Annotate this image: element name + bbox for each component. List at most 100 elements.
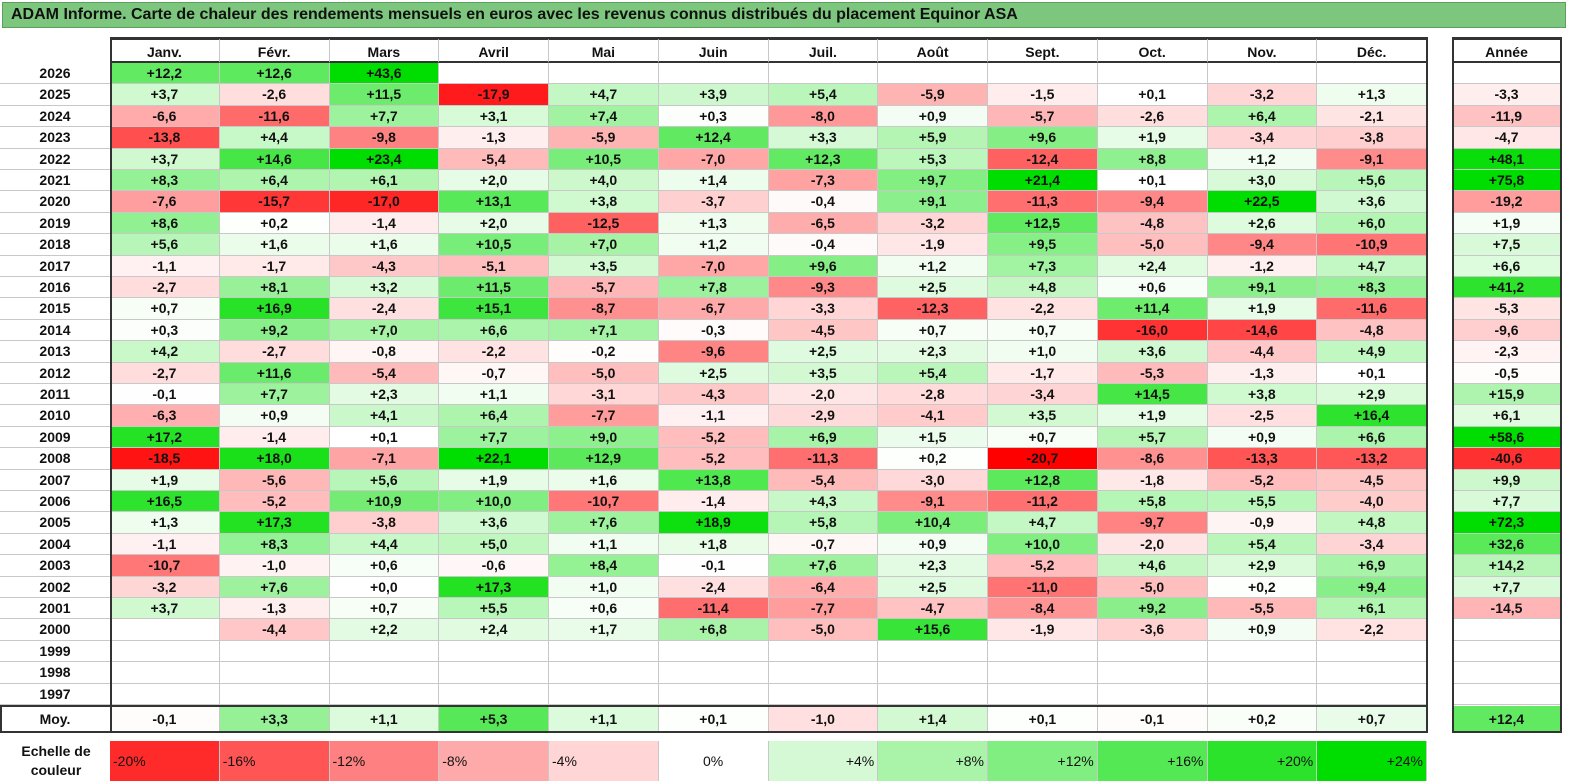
heatmap-cell bbox=[1317, 63, 1427, 85]
heatmap-cell: +10,4 bbox=[878, 512, 988, 534]
annual-cell: -4,7 bbox=[1452, 127, 1562, 149]
heatmap-cell: +0,9 bbox=[1207, 426, 1318, 449]
heatmap-cell: +5,6 bbox=[329, 469, 440, 491]
heatmap-cell bbox=[439, 63, 549, 85]
heatmap-cell: +2,3 bbox=[878, 555, 988, 577]
heatmap-cell: -3,2 bbox=[110, 576, 220, 598]
heatmap-cell: +5,3 bbox=[878, 148, 988, 170]
heatmap-cell: +5,4 bbox=[1207, 533, 1318, 556]
annual-cell: -5,3 bbox=[1452, 298, 1562, 320]
year-label: 2008 bbox=[0, 448, 110, 470]
heatmap-cell: +9,7 bbox=[878, 170, 988, 192]
heatmap-cell: +0,6 bbox=[1097, 277, 1208, 299]
heatmap-cell: +6,4 bbox=[1207, 105, 1318, 128]
heatmap-cell: +12,6 bbox=[219, 63, 330, 85]
annual-cell bbox=[1452, 662, 1562, 684]
heatmap-cell bbox=[1317, 683, 1427, 705]
heatmap-cell: -1,4 bbox=[329, 212, 440, 235]
year-label: 2018 bbox=[0, 234, 110, 256]
heatmap-cell: +8,3 bbox=[1317, 277, 1427, 299]
heatmap-cell: -10,7 bbox=[110, 555, 220, 577]
heatmap-cell: -10,7 bbox=[549, 491, 659, 513]
heatmap-cell: +0,9 bbox=[219, 405, 330, 427]
heatmap-cell: +0,7 bbox=[110, 298, 220, 320]
heatmap-cell: -13,3 bbox=[1207, 448, 1318, 470]
heatmap-cell: +0,7 bbox=[878, 319, 988, 342]
heatmap-cell: +4,9 bbox=[1317, 341, 1427, 363]
heatmap-cell: +9,6 bbox=[768, 255, 879, 277]
heatmap-cell: +5,0 bbox=[439, 533, 549, 556]
heatmap-cell: +6,4 bbox=[219, 170, 330, 192]
heatmap-cell: +6,8 bbox=[658, 619, 769, 641]
heatmap-cell: -0,7 bbox=[439, 362, 549, 384]
heatmap-cell: -0,3 bbox=[658, 319, 769, 342]
annual-cell: -40,6 bbox=[1452, 448, 1562, 470]
heatmap-cell: +2,5 bbox=[768, 341, 879, 363]
heatmap-cell: -9,8 bbox=[329, 127, 440, 149]
heatmap-cell: -11,3 bbox=[768, 448, 879, 470]
heatmap-cell: +0,1 bbox=[1097, 84, 1208, 106]
heatmap-cell bbox=[988, 683, 1098, 705]
heatmap-cell: +8,3 bbox=[219, 533, 330, 556]
heatmap-cell: +10,9 bbox=[329, 491, 440, 513]
heatmap-cell: +4,3 bbox=[768, 491, 879, 513]
heatmap-cell: +13,8 bbox=[658, 469, 769, 491]
heatmap-cell: +1,5 bbox=[878, 426, 988, 449]
heatmap-cell: -0,1 bbox=[658, 555, 769, 577]
heatmap-cell: -15,7 bbox=[219, 191, 330, 213]
annual-cell: +6,6 bbox=[1452, 255, 1562, 277]
heatmap-cell: -13,8 bbox=[110, 127, 220, 149]
heatmap-cell: +18,0 bbox=[219, 448, 330, 470]
heatmap-cell: -17,9 bbox=[439, 84, 549, 106]
heatmap-cell: -5,2 bbox=[988, 555, 1098, 577]
average-cell: -0,1 bbox=[1097, 706, 1208, 732]
heatmap-cell: +3,9 bbox=[658, 84, 769, 106]
heatmap-cell bbox=[658, 662, 769, 684]
year-label: 1999 bbox=[0, 640, 110, 663]
heatmap-cell: -3,6 bbox=[1097, 619, 1208, 641]
heatmap-cell: -7,7 bbox=[768, 598, 879, 620]
heatmap-cell: -8,6 bbox=[1097, 448, 1208, 470]
heatmap-cell: +3,7 bbox=[110, 148, 220, 170]
heatmap-cell: +0,7 bbox=[329, 598, 440, 620]
heatmap-cell: +8,3 bbox=[110, 170, 220, 192]
year-label: 2019 bbox=[0, 212, 110, 235]
heatmap-cell: +6,9 bbox=[1317, 555, 1427, 577]
heatmap-cell: -2,6 bbox=[219, 84, 330, 106]
heatmap-cell: +7,4 bbox=[549, 105, 659, 128]
heatmap-cell: +1,2 bbox=[658, 234, 769, 256]
heatmap-cell: +2,0 bbox=[439, 212, 549, 235]
heatmap-cell: +5,6 bbox=[1317, 170, 1427, 192]
heatmap-cell: -7,7 bbox=[549, 405, 659, 427]
average-cell: -1,0 bbox=[768, 706, 879, 732]
heatmap-cell: +0,1 bbox=[329, 426, 440, 449]
heatmap-cell: +3,8 bbox=[549, 191, 659, 213]
heatmap-cell bbox=[439, 683, 549, 705]
heatmap-cell: +3,0 bbox=[1207, 170, 1318, 192]
heatmap-cell: +5,9 bbox=[878, 127, 988, 149]
heatmap-cell bbox=[768, 640, 879, 663]
heatmap-cell: -7,0 bbox=[658, 148, 769, 170]
heatmap-cell bbox=[878, 683, 988, 705]
month-header: Juin bbox=[658, 38, 769, 63]
heatmap-cell bbox=[219, 683, 330, 705]
heatmap-cell: -8,7 bbox=[549, 298, 659, 320]
annual-cell: -14,5 bbox=[1452, 598, 1562, 620]
heatmap-cell bbox=[329, 640, 440, 663]
year-label: 2011 bbox=[0, 384, 110, 406]
heatmap-cell: -3,4 bbox=[1317, 533, 1427, 556]
heatmap-cell: +1,7 bbox=[549, 619, 659, 641]
heatmap-cell bbox=[219, 640, 330, 663]
month-header: Déc. bbox=[1317, 38, 1427, 63]
heatmap-cell: +6,1 bbox=[1317, 598, 1427, 620]
heatmap-cell: +2,9 bbox=[1207, 555, 1318, 577]
heatmap-cell: +2,5 bbox=[878, 576, 988, 598]
heatmap-cell: +5,6 bbox=[110, 234, 220, 256]
heatmap-cell: +15,6 bbox=[878, 619, 988, 641]
color-scale-step: -20% bbox=[110, 741, 220, 781]
heatmap-cell: +7,6 bbox=[549, 512, 659, 534]
heatmap-cell: +14,5 bbox=[1097, 384, 1208, 406]
heatmap-cell: +5,8 bbox=[768, 512, 879, 534]
month-header: Sept. bbox=[988, 38, 1098, 63]
